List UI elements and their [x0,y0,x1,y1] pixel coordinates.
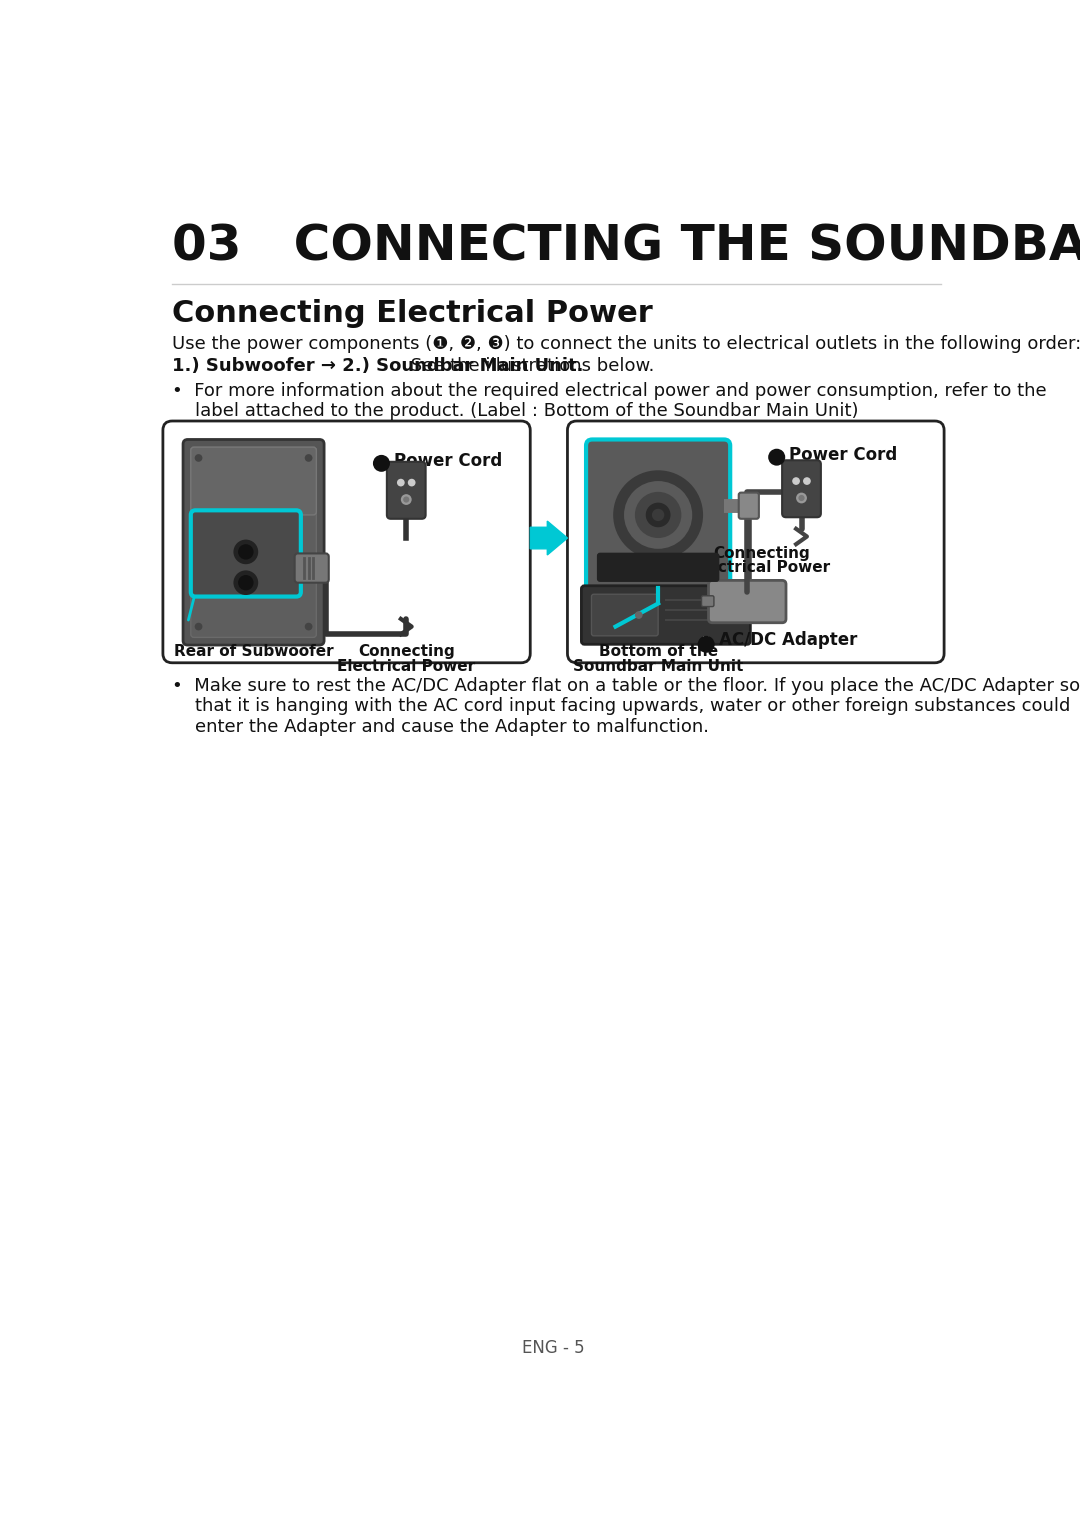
Circle shape [305,622,312,631]
Circle shape [305,453,312,461]
Text: label attached to the product. (Label : Bottom of the Soundbar Main Unit): label attached to the product. (Label : … [172,401,859,420]
Text: Connecting: Connecting [357,645,455,659]
Circle shape [804,476,811,486]
FancyBboxPatch shape [387,461,426,519]
FancyBboxPatch shape [191,510,301,596]
Text: •  For more information about the required electrical power and power consumptio: • For more information about the require… [172,383,1047,400]
Circle shape [408,478,416,487]
Text: 2: 2 [702,636,711,648]
Circle shape [194,622,202,631]
Text: that it is hanging with the AC cord input facing upwards, water or other foreign: that it is hanging with the AC cord inpu… [172,697,1070,715]
Circle shape [233,570,258,594]
FancyBboxPatch shape [597,553,719,582]
Text: Rear of Subwoofer: Rear of Subwoofer [174,645,334,659]
Text: •  Make sure to rest the AC/DC Adapter flat on a table or the floor. If you plac: • Make sure to rest the AC/DC Adapter fl… [172,677,1080,694]
FancyBboxPatch shape [567,421,944,663]
FancyBboxPatch shape [702,596,714,607]
Text: Power Cord: Power Cord [789,446,897,464]
Circle shape [698,636,715,653]
Circle shape [373,455,390,472]
Text: 03   CONNECTING THE SOUNDBAR: 03 CONNECTING THE SOUNDBAR [172,222,1080,270]
Circle shape [613,470,703,559]
Text: 3: 3 [772,450,781,464]
FancyBboxPatch shape [191,447,316,637]
FancyBboxPatch shape [782,460,821,518]
Circle shape [401,495,411,506]
Circle shape [646,502,671,527]
Text: AC/DC Adapter: AC/DC Adapter [718,631,856,648]
Circle shape [624,481,692,548]
Text: Electrical Power: Electrical Power [337,659,475,674]
Text: DC 24V: DC 24V [630,561,687,574]
Text: Electrical Power: Electrical Power [692,561,831,576]
Text: Bottom of the: Bottom of the [598,645,718,659]
Circle shape [635,611,643,619]
Text: Soundbar Main Unit: Soundbar Main Unit [572,659,743,674]
Circle shape [233,539,258,564]
FancyBboxPatch shape [191,447,316,515]
Text: Connecting Electrical Power: Connecting Electrical Power [172,299,653,328]
Text: Connecting: Connecting [713,545,810,561]
FancyBboxPatch shape [581,585,751,645]
Circle shape [793,476,800,486]
FancyBboxPatch shape [183,440,324,645]
FancyArrow shape [530,521,567,555]
FancyBboxPatch shape [295,553,328,582]
FancyBboxPatch shape [163,421,530,663]
Text: 1.) Subwoofer → 2.) Soundbar Main Unit.: 1.) Subwoofer → 2.) Soundbar Main Unit. [172,357,583,375]
Text: Use the power components (❶, ❷, ❸) to connect the units to electrical outlets in: Use the power components (❶, ❷, ❸) to co… [172,336,1080,352]
FancyBboxPatch shape [586,440,730,594]
Circle shape [403,496,409,502]
FancyBboxPatch shape [592,594,658,636]
Circle shape [238,544,254,559]
FancyBboxPatch shape [708,581,786,622]
Circle shape [768,449,785,466]
Circle shape [798,495,805,501]
Circle shape [635,492,681,538]
Text: ENG - 5: ENG - 5 [523,1339,584,1357]
Circle shape [194,453,202,461]
Text: POWER: POWER [220,525,272,539]
Text: 1: 1 [377,457,386,470]
Circle shape [238,574,254,590]
Circle shape [397,478,405,487]
Circle shape [652,509,664,521]
Text: enter the Adapter and cause the Adapter to malfunction.: enter the Adapter and cause the Adapter … [172,719,710,737]
Text: Power Cord: Power Cord [394,452,502,470]
Text: See the illustrations below.: See the illustrations below. [405,357,654,375]
FancyBboxPatch shape [739,493,759,519]
Circle shape [796,493,807,504]
